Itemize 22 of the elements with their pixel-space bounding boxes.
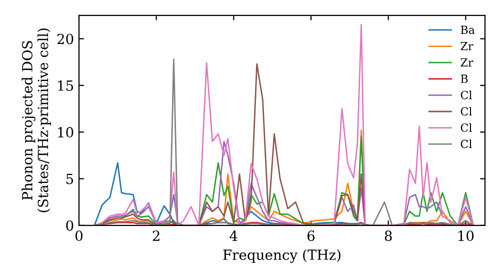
y-tick-label: 10	[58, 127, 74, 138]
legend-label: Zr	[460, 42, 474, 50]
legend-label: Cl	[460, 123, 472, 132]
legend-label: Ba	[460, 26, 475, 34]
x-tick-label: 8	[384, 230, 392, 242]
legend-label: B	[460, 74, 468, 83]
y-tick-label: 5	[66, 174, 74, 184]
y-axis-title: Phonon projected DOS (States/THz·primitive cell)	[22, 28, 51, 212]
y-tick-label: 0	[66, 220, 74, 231]
x-axis-title: Frequency (THz)	[223, 249, 340, 263]
x-tick-label: 2	[152, 230, 160, 241]
legend-label: Cl	[460, 140, 472, 148]
legend-label: Cl	[460, 90, 472, 100]
x-tick-label: 4	[230, 230, 238, 241]
y-tick-label: 20	[57, 34, 74, 44]
legend-label: Cl	[460, 106, 472, 116]
y-tick-label: 15	[58, 80, 74, 91]
x-tick-label: 10	[458, 230, 474, 242]
x-tick-label: 0	[75, 230, 82, 242]
x-tick-label: 6	[308, 230, 315, 242]
line-series	[94, 24, 474, 226]
legend-label: Zr	[460, 58, 474, 66]
